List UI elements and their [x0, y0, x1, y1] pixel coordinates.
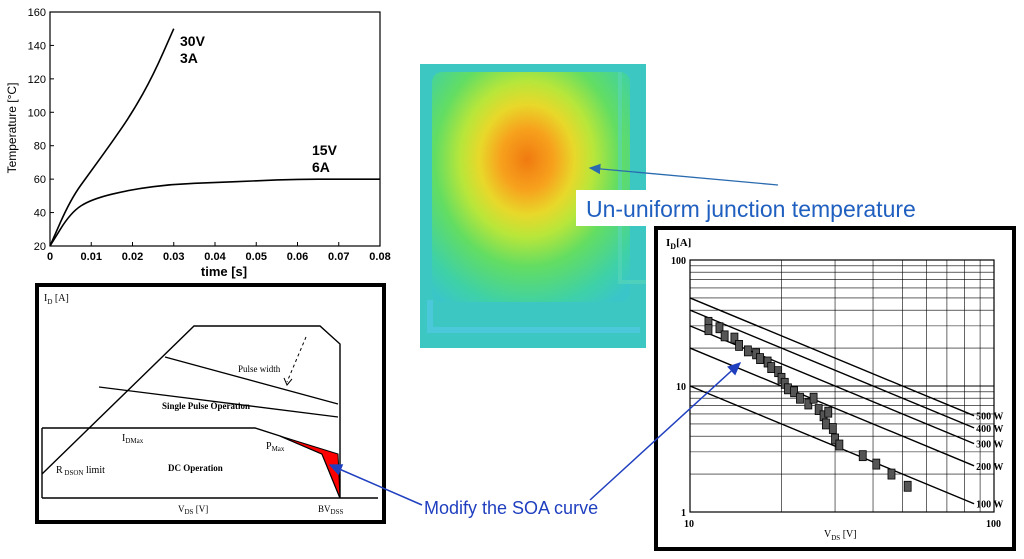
thermal-die	[432, 72, 630, 302]
soa-arrow-left	[328, 464, 423, 506]
log-y-100: 100	[671, 256, 686, 267]
temp-xlabel: time [s]	[201, 264, 247, 279]
temp-ytick-label-6: 140	[28, 40, 46, 52]
log-line-label-2: 300 W	[976, 440, 1003, 451]
log-marker-19	[814, 404, 823, 415]
thermal-border-trace	[427, 300, 640, 333]
temp-xtick-label-6: 0.06	[287, 251, 308, 263]
temp-ytick-label-1: 40	[34, 208, 46, 220]
pulse-width-arrow	[286, 336, 307, 383]
temp-series-line-1	[49, 178, 380, 247]
thermal-arrow	[588, 163, 779, 186]
curve-a-label-voltage: 30V	[180, 33, 206, 49]
soa-id-label: ID [A]	[44, 293, 69, 306]
temp-xtick-label-7: 0.07	[328, 251, 349, 263]
temp-ytick-label-4: 100	[28, 107, 46, 119]
log-marker-16	[796, 392, 804, 404]
log-x-10: 10	[684, 519, 694, 530]
log-marker-24	[831, 433, 839, 445]
soa-frame	[35, 283, 386, 524]
curve-b-label-current: 6A	[312, 159, 330, 175]
temp-ytick-label-5: 120	[28, 74, 46, 86]
log-marker-29	[903, 480, 912, 492]
pulse-width-label: Pulse width	[238, 364, 281, 374]
log-marker-3	[720, 330, 729, 342]
temp-series-line-0	[49, 28, 175, 247]
log-marker-15	[790, 386, 798, 398]
temp-xtick-label-8: 0.08	[369, 251, 390, 263]
temp-ticks: 20 40 60 80 100 120 140 160 0 0.01 0.02 0.03 0.04 0.0…	[28, 7, 391, 263]
log-line-label-1: 400 W	[976, 424, 1003, 435]
soa-annotation: Modify the SOA curve	[328, 361, 742, 518]
idmax-label: IDMax	[122, 433, 144, 445]
log-line-label-3: 200 W	[976, 462, 1003, 473]
soa-pulse-line-1	[164, 356, 339, 405]
soa-modified-region	[279, 435, 341, 499]
temp-ylabel: Temperature [°C]	[5, 83, 19, 174]
log-marker-28	[887, 468, 896, 480]
log-marker-27	[872, 458, 881, 470]
log-marker-23	[828, 423, 837, 434]
log-marker-10	[767, 362, 776, 373]
log-line-0	[689, 297, 975, 417]
temp-xtick-label-0: 0	[47, 251, 53, 263]
log-marker-1	[704, 324, 713, 336]
thermal-annotation-text: Un-uniform junction temperature	[586, 196, 916, 222]
log-vds-label: VDS [V]	[824, 529, 857, 542]
single-pulse-label: Single Pulse Operation	[162, 401, 250, 411]
temp-xtick-label-3: 0.03	[163, 251, 184, 263]
log-marker-18	[809, 392, 818, 404]
soa-outer-boundary	[41, 325, 341, 498]
thermal-image	[420, 64, 646, 348]
bvdss-label: BVDSS	[318, 504, 343, 516]
log-y-10: 10	[676, 382, 686, 393]
log-marker-22	[824, 406, 833, 418]
pulse-width-arrowhead	[283, 377, 293, 386]
log-marker-17	[804, 398, 813, 410]
log-marker-8	[756, 353, 764, 364]
log-line-label-4: 100 W	[976, 500, 1003, 511]
log-marker-21	[822, 418, 830, 430]
soa-vds-label: VDS [V]	[178, 504, 208, 516]
temp-plot-frame	[49, 11, 381, 247]
log-x-100: 100	[986, 519, 1001, 530]
soa-pulse-line-2	[98, 386, 339, 418]
log-grid	[690, 260, 994, 512]
log-marker-2	[715, 322, 724, 334]
temperature-chart: 20 40 60 80 100 120 140 160 0 0.01 0.02 0.03 0.04 0.0…	[5, 7, 391, 279]
curve-b-label-voltage: 15V	[312, 142, 338, 158]
log-marker-4	[730, 332, 739, 344]
log-line-4	[689, 385, 975, 505]
log-data-markers	[704, 316, 912, 492]
temp-ytick-label-3: 80	[34, 141, 46, 153]
temp-ytick-label-2: 60	[34, 174, 46, 186]
log-marker-26	[858, 450, 867, 462]
log-marker-5	[735, 340, 743, 351]
soa-annotation-text: Modify the SOA curve	[424, 498, 598, 518]
log-line-1	[689, 309, 975, 429]
log-marker-25	[835, 439, 844, 451]
rdson-label: R DSON limit	[56, 465, 105, 477]
temp-xtick-label-4: 0.04	[204, 251, 226, 263]
soa-arrow-right	[589, 361, 742, 501]
pmax-label: PMax	[266, 441, 285, 453]
thermal-annotation: Un-uniform junction temperature	[576, 163, 1004, 226]
temp-xtick-label-1: 0.01	[81, 251, 102, 263]
temp-xtick-label-5: 0.05	[246, 251, 267, 263]
log-id-label: ID[A]	[666, 237, 691, 251]
log-line-label-0: 500 W	[976, 412, 1003, 423]
temp-xtick-label-2: 0.02	[122, 251, 143, 263]
log-marker-6	[743, 345, 752, 357]
temp-series	[49, 28, 380, 247]
dc-operation-label: DC Operation	[168, 463, 223, 473]
temp-ytick-label-7: 160	[28, 7, 46, 19]
log-y-1: 1	[681, 508, 686, 519]
soa-diagram: ID [A] Pulse width Single Pulse Operatio…	[35, 283, 386, 524]
curve-a-label-current: 3A	[180, 50, 198, 66]
temp-ytick-label-0: 20	[34, 241, 46, 253]
thermal-edge-trace	[618, 72, 646, 284]
thermal-label-box	[576, 190, 1004, 226]
